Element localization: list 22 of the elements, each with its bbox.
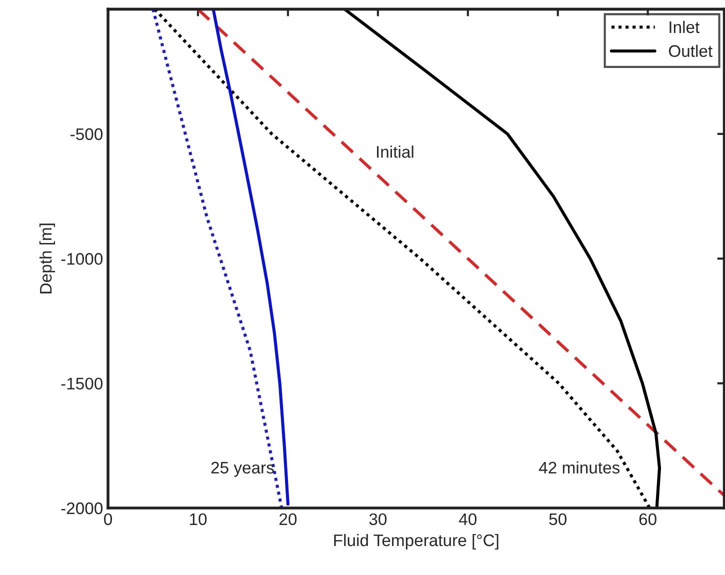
x-tick-label: 20 [280,513,297,526]
x-tick-label: 50 [549,513,566,526]
line-series [151,9,284,508]
y-tick-label: -2000 [61,502,103,514]
annotation: 25 years [211,462,274,477]
y-axis-title: Depth [m] [39,224,55,294]
x-tick-label: 0 [104,513,112,526]
y-tick-label: -1500 [61,378,103,390]
x-tick-label: 40 [458,513,476,526]
x-tick-label: 30 [369,513,387,526]
x-axis-title: Fluid Temperature [°C] [334,534,498,550]
y-tick-label: -1000 [61,253,103,265]
x-tick-label: 10 [190,513,207,526]
annotation: 42 minutes [538,461,620,474]
y-tick-label: -500 [70,128,103,140]
line-series [153,9,652,508]
legend-label: Inlet [670,20,700,34]
line-series [343,9,662,508]
x-tick-label: 60 [639,513,656,526]
annotation: Initial [377,146,414,158]
line-series [212,9,290,506]
legend-label: Outlet [668,44,712,57]
